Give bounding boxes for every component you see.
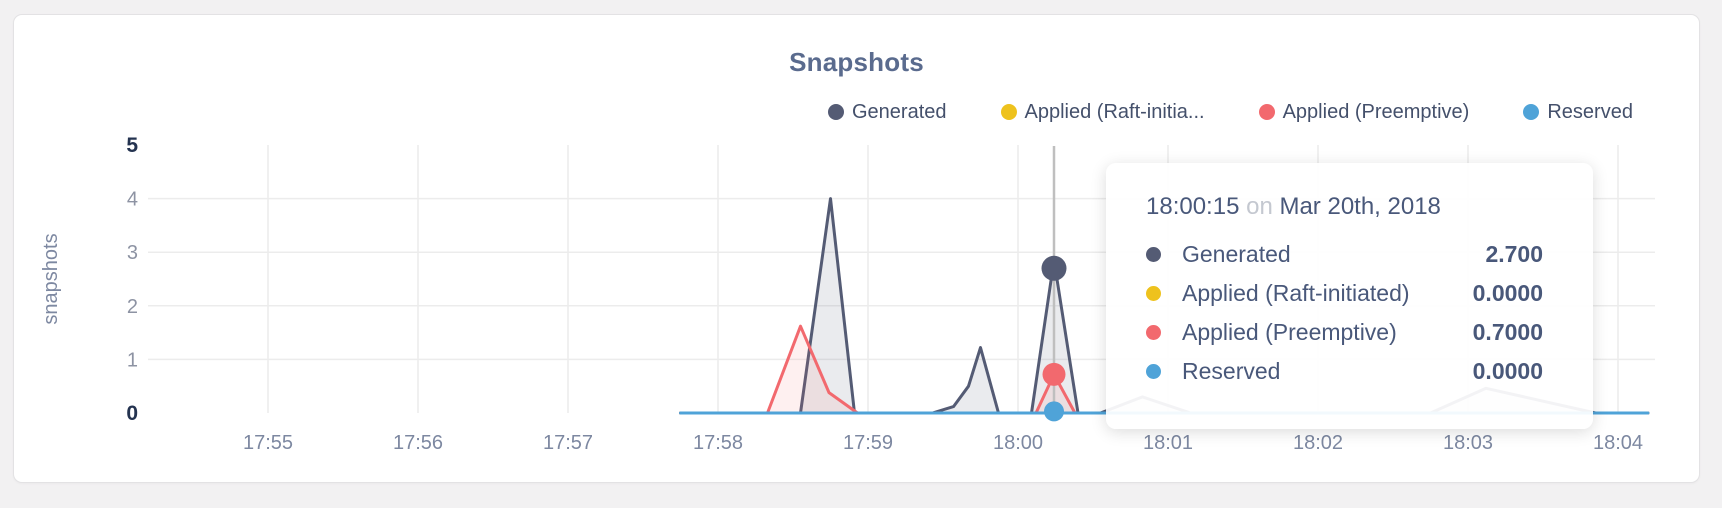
x-tick-label: 17:57 bbox=[543, 432, 593, 454]
tooltip-row-label: Reserved bbox=[1182, 358, 1281, 384]
y-tick-label: 0 bbox=[126, 402, 138, 425]
tooltip-row-value: 0.7000 bbox=[1472, 319, 1543, 345]
chart-legend: Generated Applied (Raft-initia... Applied … bbox=[828, 99, 1633, 125]
tooltip-row-label: Applied (Preemptive) bbox=[1182, 319, 1397, 345]
x-tick-label: 17:58 bbox=[693, 432, 743, 454]
x-tick-label: 17:56 bbox=[393, 432, 443, 454]
tooltip-row-applied-raft-initiated: Applied (Raft-initiated) 0.0000 bbox=[1146, 274, 1543, 313]
x-tick-label: 18:04 bbox=[1593, 432, 1643, 454]
tooltip-row-dot-icon bbox=[1146, 247, 1161, 262]
tooltip-header: 18:00:15 on Mar 20th, 2018 bbox=[1146, 193, 1593, 221]
x-tick-label: 18:03 bbox=[1443, 432, 1493, 454]
legend-item-reserved[interactable]: Reserved bbox=[1523, 101, 1633, 124]
y-tick-label: 3 bbox=[127, 242, 138, 264]
tooltip-row-dot-icon bbox=[1146, 325, 1161, 340]
tooltip-row-label: Applied (Raft-initiated) bbox=[1182, 280, 1410, 306]
hover-dot-applied-preemptive bbox=[1042, 362, 1066, 386]
y-axis-label: snapshots bbox=[40, 233, 62, 324]
tooltip-row-value: 0.0000 bbox=[1472, 280, 1543, 306]
y-tick-label: 4 bbox=[127, 189, 138, 211]
hover-indicator bbox=[1041, 146, 1067, 422]
tooltip-row-label: Generated bbox=[1182, 241, 1291, 267]
legend-item-generated[interactable]: Generated bbox=[828, 101, 947, 124]
x-tick-label: 18:01 bbox=[1143, 432, 1193, 454]
legend-dot-icon bbox=[1258, 104, 1275, 120]
tooltip-row-value: 2.700 bbox=[1485, 241, 1543, 267]
hover-dot-reserved bbox=[1044, 401, 1064, 422]
legend-item-applied-preemptive[interactable]: Applied (Preemptive) bbox=[1258, 100, 1470, 124]
legend-item-label: Applied (Raft-initia... bbox=[1024, 100, 1205, 123]
series-area-applied-preemptive bbox=[680, 326, 1648, 413]
legend-item-applied-raft-initia[interactable]: Applied (Raft-initia... bbox=[1000, 100, 1205, 124]
tooltip-rows: Generated 2.700 Applied (Raft-initiated) 0.… bbox=[1146, 235, 1543, 391]
legend-dot-icon bbox=[1000, 104, 1017, 120]
tooltip-row-applied-preemptive: Applied (Preemptive) 0.7000 bbox=[1146, 313, 1543, 352]
x-tick-label: 18:00 bbox=[993, 432, 1043, 454]
tooltip-row-value: 0.0000 bbox=[1472, 358, 1543, 384]
tooltip-row-dot-icon bbox=[1146, 364, 1161, 379]
legend-dot-icon bbox=[828, 104, 844, 120]
tooltip-row-dot-icon bbox=[1146, 286, 1161, 301]
tooltip-row-generated: Generated 2.700 bbox=[1146, 235, 1543, 274]
hover-tooltip: 18:00:15 on Mar 20th, 2018 Generated 2.70… bbox=[1106, 163, 1593, 429]
y-tick-label: 2 bbox=[127, 296, 138, 318]
y-tick-label: 5 bbox=[126, 134, 138, 157]
hover-dot-generated bbox=[1041, 255, 1067, 281]
legend-item-label: Applied (Preemptive) bbox=[1282, 100, 1470, 123]
tooltip-row-reserved: Reserved 0.0000 bbox=[1146, 352, 1543, 391]
chart-title: Snapshots bbox=[789, 47, 924, 77]
y-tick-label: 1 bbox=[127, 349, 138, 371]
x-tick-label: 17:59 bbox=[843, 432, 893, 454]
axis-labels: 17:55 17:56 17:57 17:58 17:59 18:00 18:01 18:02… bbox=[40, 134, 1643, 454]
x-tick-label: 17:55 bbox=[243, 432, 293, 454]
tooltip-date: Mar 20th, 2018 bbox=[1279, 193, 1441, 220]
legend-item-label: Reserved bbox=[1547, 100, 1633, 123]
x-tick-label: 18:02 bbox=[1293, 432, 1343, 454]
legend-item-label: Generated bbox=[852, 100, 947, 123]
tooltip-time: 18:00:15 bbox=[1146, 193, 1240, 220]
legend-dot-icon bbox=[1523, 104, 1540, 120]
tooltip-conjunction: on bbox=[1246, 193, 1273, 220]
